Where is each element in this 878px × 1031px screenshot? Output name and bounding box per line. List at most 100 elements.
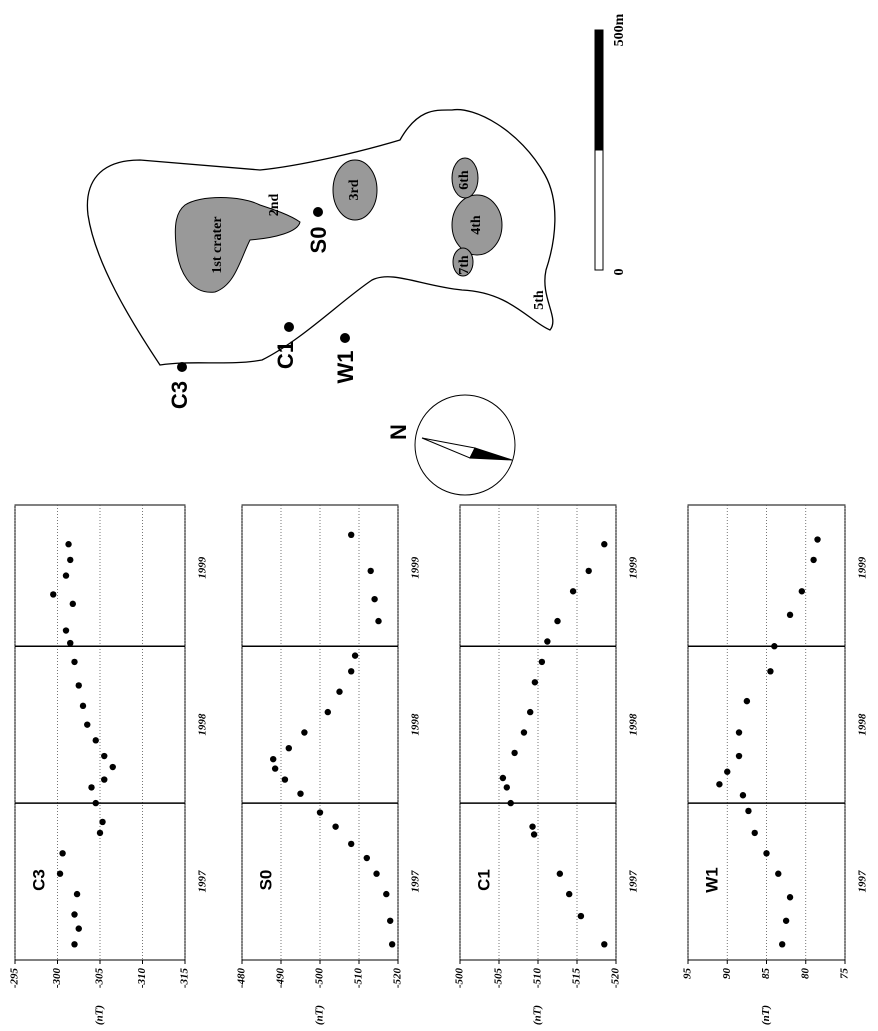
y-tick-label: -480: [236, 968, 248, 989]
data-point: [798, 588, 806, 595]
data-point: [763, 850, 770, 857]
data-point: [92, 799, 99, 807]
station-label: C3: [167, 381, 192, 409]
y-tick-label: -490: [275, 968, 287, 989]
data-point: [96, 829, 104, 837]
data-point: [367, 567, 374, 575]
data-point: [351, 652, 359, 659]
data-point: [503, 784, 510, 791]
data-point: [786, 611, 794, 619]
data-point: [75, 682, 82, 689]
data-point: [585, 567, 592, 575]
data-point: [62, 627, 70, 634]
x-tick-label: 1998: [197, 713, 209, 736]
y-tick-label: -505: [493, 968, 505, 989]
y-tick-label: 80: [799, 968, 811, 980]
data-point: [529, 823, 536, 830]
data-point: [601, 941, 608, 948]
data-point: [285, 744, 292, 752]
panel-label: C1: [474, 869, 493, 891]
data-point: [373, 870, 380, 877]
data-point: [271, 765, 279, 772]
data-point: [371, 595, 378, 603]
data-point: [69, 600, 77, 608]
data-point: [67, 639, 74, 647]
data-point: [75, 925, 82, 932]
y-tick-label: -510: [353, 968, 365, 989]
data-point: [363, 854, 370, 862]
data-point: [544, 638, 551, 645]
data-point: [99, 818, 106, 826]
x-tick-label: 1997: [410, 870, 422, 893]
data-point: [735, 752, 743, 760]
x-tick-label: 1999: [857, 556, 869, 579]
data-point: [743, 697, 751, 705]
data-point: [65, 541, 72, 548]
data-point: [775, 870, 782, 877]
data-point: [73, 890, 81, 898]
crater-label: 6th: [457, 170, 472, 190]
data-point: [71, 658, 78, 666]
x-tick-label: 1999: [628, 556, 640, 579]
data-point: [336, 688, 343, 695]
data-point: [739, 792, 747, 799]
data-point: [786, 894, 794, 901]
data-point: [281, 776, 289, 783]
data-point: [67, 556, 74, 564]
crater-label: 7th: [457, 255, 472, 275]
station-dot: [177, 362, 187, 372]
y-tick-label: 95: [682, 968, 694, 980]
data-point: [388, 941, 396, 948]
crater-label: 2nd: [267, 194, 282, 217]
y-axis-label: (nT): [532, 1005, 544, 1025]
x-tick-label: 1998: [410, 713, 422, 736]
data-point: [538, 658, 546, 666]
data-point: [84, 721, 91, 728]
y-axis-label: (nT): [314, 1005, 326, 1025]
panel-label: C3: [29, 869, 48, 891]
map: 1st crater 2nd 3rd 4th 5th 6th 7th C3 C1…: [86, 13, 627, 496]
data-point: [554, 617, 561, 625]
crater-6th: [451, 157, 479, 199]
y-tick-label: 90: [721, 968, 733, 980]
data-point: [779, 941, 786, 948]
data-point: [297, 790, 304, 797]
data-point: [735, 729, 743, 736]
data-point: [531, 679, 539, 686]
x-tick-label: 1998: [628, 713, 640, 736]
data-point: [387, 917, 394, 924]
x-tick-label: 1997: [628, 870, 640, 893]
data-point: [577, 912, 585, 920]
panel-label: W1: [702, 867, 721, 893]
data-point: [527, 708, 534, 716]
island-outline: [86, 108, 556, 366]
data-point: [50, 591, 57, 598]
y-tick-label: -305: [94, 968, 106, 989]
y-tick-label: -295: [9, 968, 21, 989]
station-label: S0: [306, 227, 331, 254]
data-point: [316, 809, 324, 816]
data-point: [716, 781, 723, 788]
data-point: [88, 784, 95, 791]
y-tick-label: 85: [760, 968, 772, 980]
y-tick-label: -500: [454, 968, 466, 989]
crater-label: 4th: [469, 215, 484, 235]
data-point: [771, 643, 778, 650]
station-label: W1: [333, 351, 358, 384]
data-point: [79, 702, 87, 710]
data-point: [767, 668, 774, 675]
y-tick-label: -310: [136, 968, 148, 989]
data-point: [530, 831, 538, 838]
data-point: [332, 823, 339, 830]
data-point: [348, 668, 355, 675]
data-point: [71, 911, 78, 918]
x-tick-label: 1998: [857, 713, 869, 736]
data-point: [348, 840, 355, 848]
data-point: [109, 763, 116, 771]
station-dot: [284, 322, 294, 332]
data-point: [814, 536, 821, 543]
data-point: [566, 890, 573, 898]
y-tick-label: -500: [314, 968, 326, 989]
data-point: [348, 531, 355, 539]
